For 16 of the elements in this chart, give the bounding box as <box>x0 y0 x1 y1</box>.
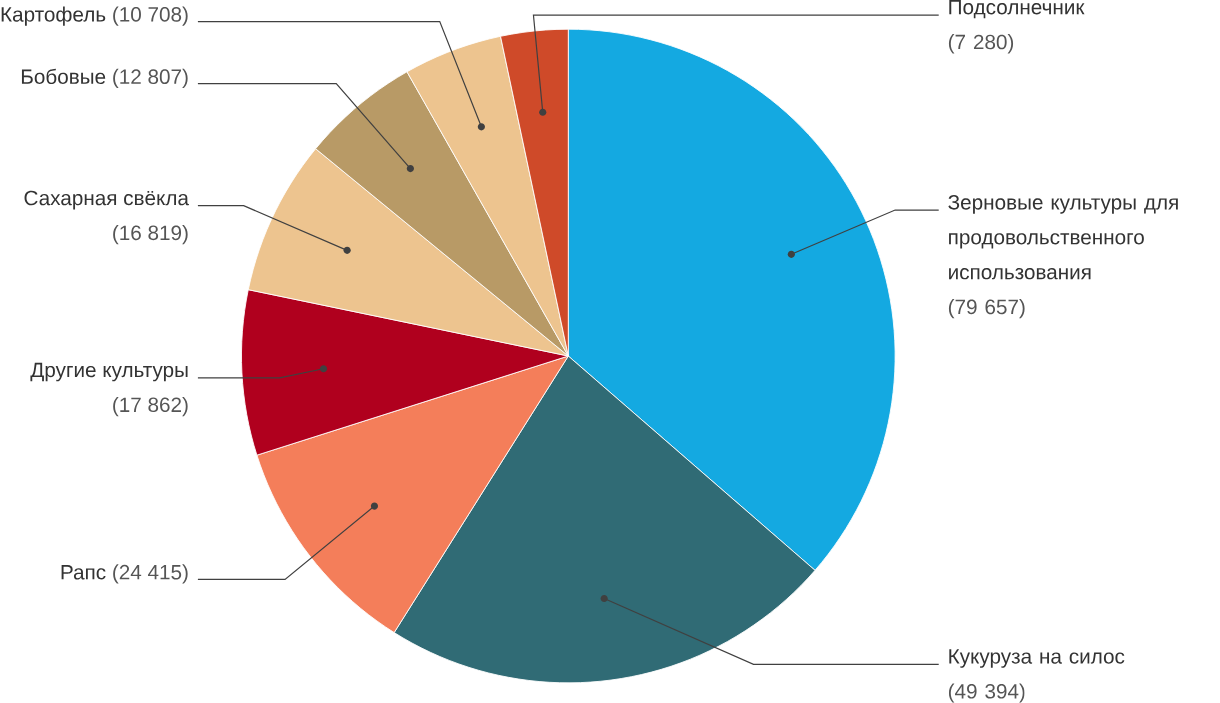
data-label: (12 807) <box>113 68 188 89</box>
data-label: (7 280) <box>948 34 1014 54</box>
slice-label: Сахарная свёкла <box>24 190 189 210</box>
data-label: (49 394) <box>948 683 1025 703</box>
slice-label: Кукуруза на силос <box>949 649 1125 668</box>
data-label: (10 708) <box>113 6 188 26</box>
data-label: (17 862) <box>113 397 188 417</box>
data-label: (79 657) <box>948 299 1025 319</box>
data-label: (16 819) <box>113 225 188 245</box>
slice-label: Подсолнечник <box>949 0 1085 19</box>
slice-label: Зерновые культуры для продовольственного использования <box>948 195 1178 280</box>
slice-label: Другие культуры <box>30 362 188 382</box>
slice-label: Картофель <box>1 6 106 26</box>
slice-label: Рапс <box>61 565 106 580</box>
data-label: (24 415) <box>113 564 188 584</box>
slice-label: Бобовые <box>21 68 106 85</box>
